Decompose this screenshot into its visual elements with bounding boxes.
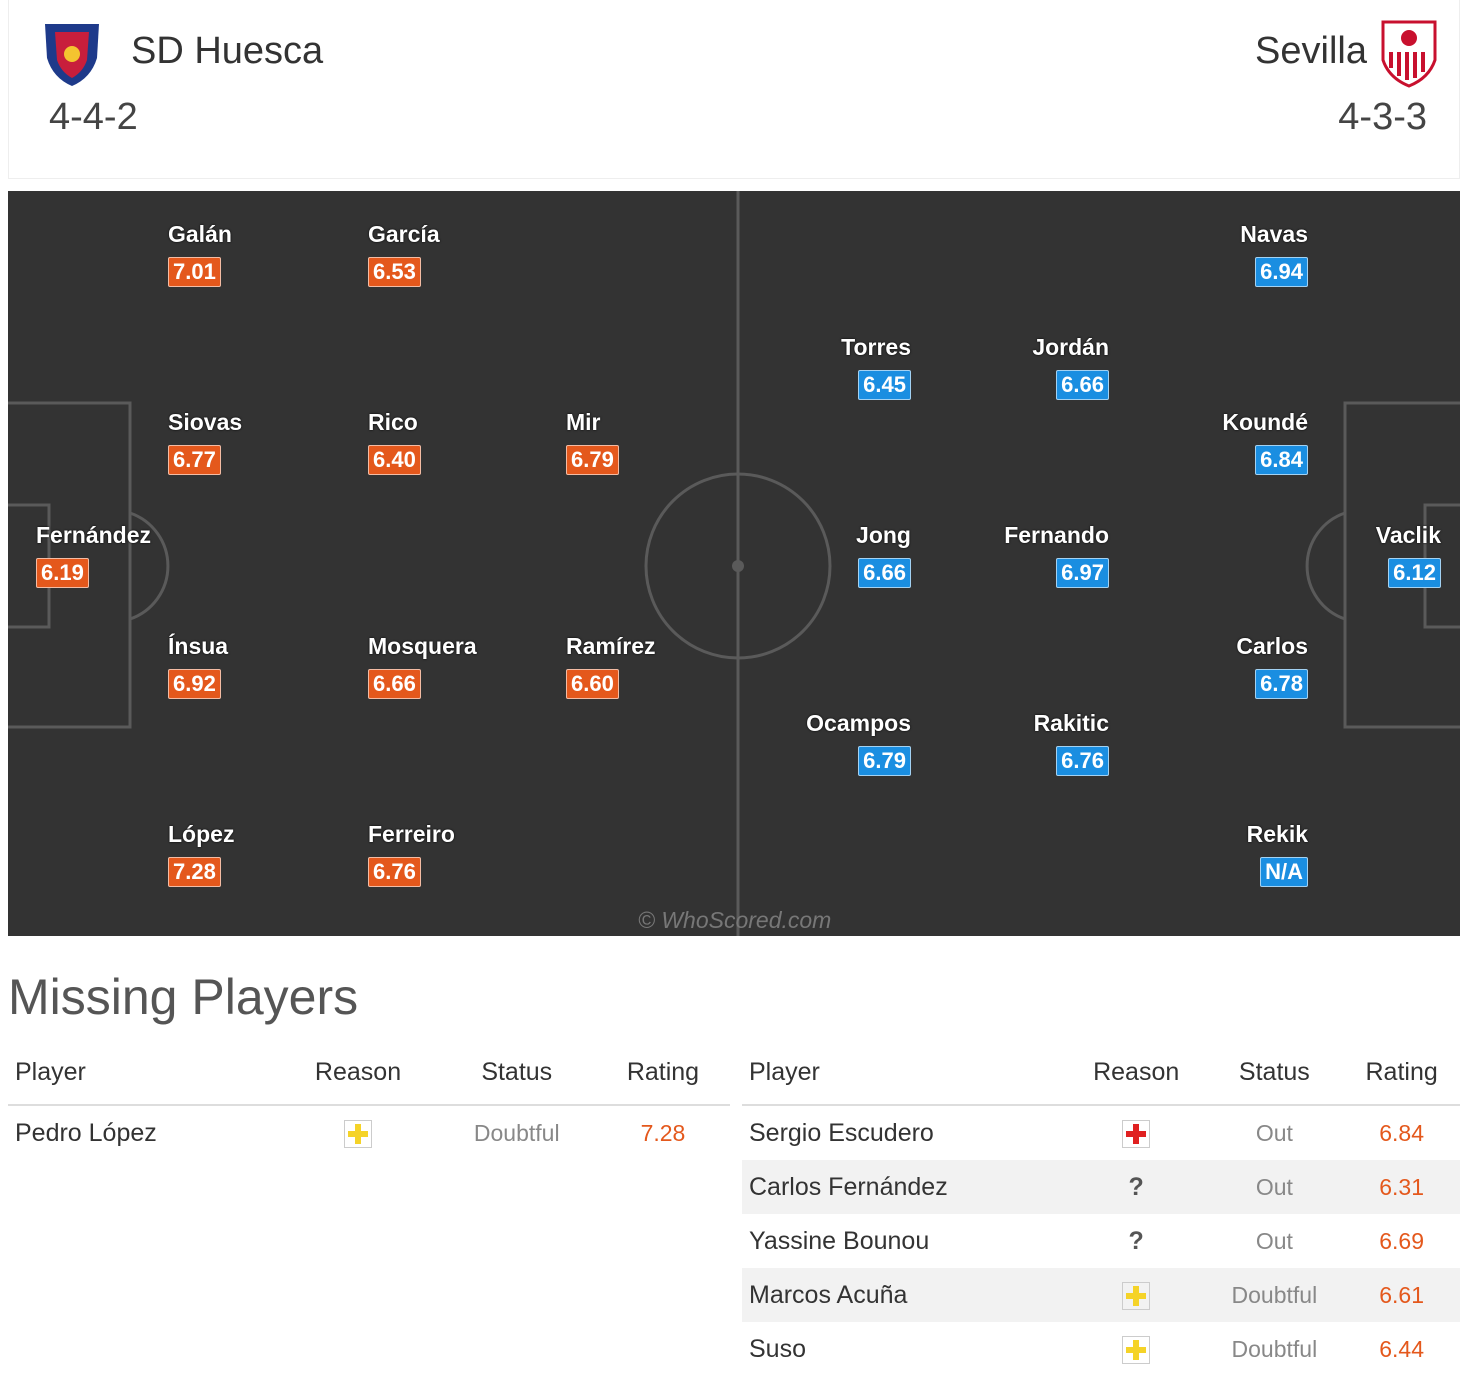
injury-icon: [1122, 1119, 1151, 1148]
away-team: Sevilla: [1255, 30, 1367, 72]
player-name: Carlos: [1236, 633, 1308, 659]
player-rating: 6.66: [858, 558, 911, 588]
column-header: Status: [1205, 1040, 1344, 1106]
player-name: Rekik: [1246, 821, 1308, 847]
rating: 6.61: [1343, 1268, 1460, 1322]
player-rating: 7.01: [168, 257, 221, 287]
player: Carlos Fernández: [742, 1160, 1067, 1214]
player-name: Rakitic: [1033, 710, 1109, 736]
status: Out: [1255, 1119, 1293, 1146]
doubtful-icon: [1122, 1281, 1151, 1310]
home-missing-table: Player Reason Status Rating Pedro López Doub…: [8, 1040, 730, 1160]
player-name: Torres: [841, 334, 911, 360]
player-rating: 6.12: [1388, 558, 1441, 588]
player: Marcos Acuña: [742, 1268, 1067, 1322]
player-rating: 6.79: [858, 746, 911, 776]
header: SD Huesca 4-4-2 Sevilla 4-3-3: [8, 0, 1460, 179]
status: Doubtful: [1231, 1335, 1318, 1362]
player-name: Ferreiro: [368, 821, 455, 847]
player-name: Navas: [1240, 221, 1308, 247]
player: Yassine Bounou: [749, 1226, 930, 1255]
player-rating: N/A: [1260, 857, 1308, 887]
player-rating: 6.78: [1255, 669, 1308, 699]
player-name: Galán: [168, 221, 232, 247]
player-rating: 6.66: [1056, 370, 1109, 400]
player-name: Jong: [856, 522, 911, 548]
player-rating: 6.94: [1255, 257, 1308, 287]
player-name: Mir: [566, 409, 601, 435]
player-name: Ramírez: [566, 633, 656, 659]
status: Out: [1205, 1160, 1344, 1214]
doubtful-icon: [344, 1119, 373, 1148]
home-team: SD Huesca: [131, 30, 324, 72]
rating: 6.69: [1379, 1227, 1424, 1254]
status: Doubtful: [1205, 1268, 1344, 1322]
home-logo: [45, 24, 99, 86]
player: Sergio Escudero: [749, 1118, 934, 1147]
reason: ?: [1128, 1226, 1144, 1255]
player-rating: 6.84: [1255, 445, 1308, 475]
player-rating: 6.53: [368, 257, 421, 287]
player-name: Ínsua: [168, 633, 229, 659]
player-name: García: [368, 221, 440, 247]
player-rating: 6.76: [368, 857, 421, 887]
player-name: Mosquera: [368, 633, 477, 659]
player-rating: 6.45: [858, 370, 911, 400]
player-rating: 6.92: [168, 669, 221, 699]
player-rating: 6.76: [1056, 746, 1109, 776]
section-title: Missing Players: [8, 969, 359, 1025]
rating: 6.44: [1379, 1335, 1424, 1362]
player-rating: 6.97: [1056, 558, 1109, 588]
column-header: Rating: [1343, 1040, 1460, 1106]
status: Out: [1255, 1227, 1293, 1254]
rating: 6.84: [1379, 1119, 1424, 1146]
column-header: Player: [742, 1040, 1067, 1106]
player-name: Fernando: [1004, 522, 1109, 548]
player-rating: 6.60: [566, 669, 619, 699]
player-rating: 6.77: [168, 445, 221, 475]
player-name: López: [168, 821, 235, 847]
watermark: © WhoScored.com: [638, 907, 832, 933]
player-rating: 6.66: [368, 669, 421, 699]
rating: 6.31: [1343, 1160, 1460, 1214]
player: Pedro López: [15, 1118, 157, 1147]
player-rating: 6.79: [566, 445, 619, 475]
away-missing-table: Player Reason Status Rating Sergio Escudero…: [742, 1040, 1460, 1376]
player-name: Jordán: [1032, 334, 1109, 360]
column-header: Rating: [595, 1040, 730, 1106]
pitch: © WhoScored.com Galán 7.01 García 6.53 Siova…: [8, 191, 1460, 936]
player-name: Fernández: [36, 522, 152, 548]
player-name: Koundé: [1222, 409, 1308, 435]
column-header: Reason: [1066, 1040, 1206, 1106]
column-header: Status: [437, 1040, 596, 1106]
player-rating: 7.28: [168, 857, 221, 887]
player: Suso: [749, 1334, 806, 1363]
rating: 7.28: [640, 1119, 686, 1146]
column-header: Player: [8, 1040, 279, 1106]
player-rating: 6.40: [368, 445, 421, 475]
player-name: Siovas: [168, 409, 243, 435]
away-logo: [1381, 20, 1437, 88]
pitch-lines: [8, 191, 1460, 936]
status: Doubtful: [473, 1119, 560, 1146]
player-name: Vaclik: [1375, 522, 1441, 548]
reason: ?: [1066, 1160, 1206, 1214]
player-name: Ocampos: [806, 710, 911, 736]
away-formation: 4-3-3: [1338, 96, 1427, 138]
home-formation: 4-4-2: [49, 96, 138, 138]
player-name: Rico: [368, 409, 418, 435]
doubtful-icon: [1122, 1335, 1151, 1364]
column-header: Reason: [278, 1040, 438, 1106]
player-rating: 6.19: [36, 558, 89, 588]
